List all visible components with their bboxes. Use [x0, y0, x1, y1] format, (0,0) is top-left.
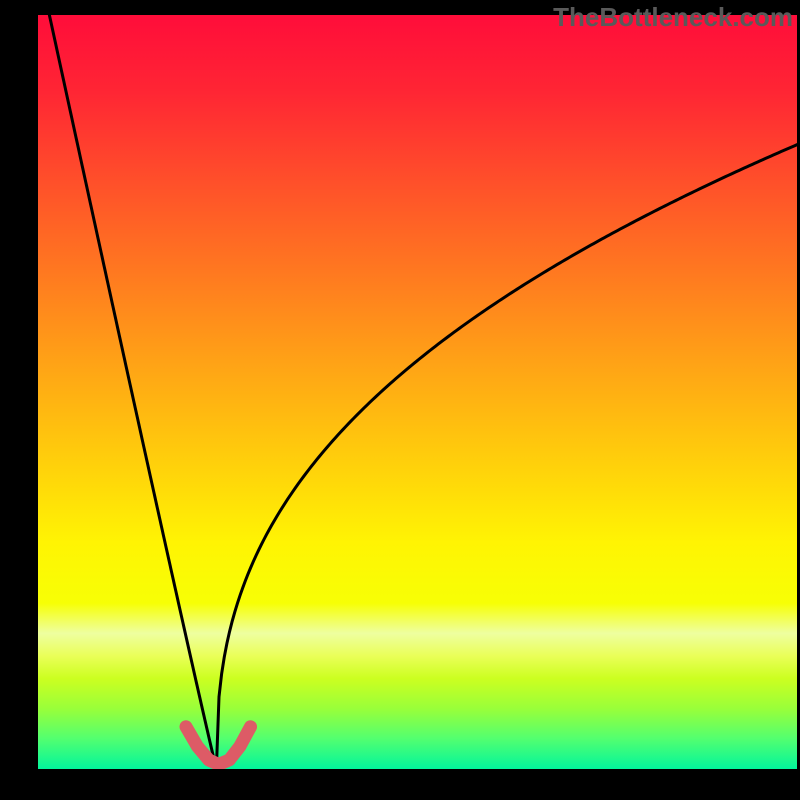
chart-canvas: TheBottleneck.com [0, 0, 800, 800]
watermark-text: TheBottleneck.com [553, 2, 793, 33]
plot-area [38, 15, 797, 769]
